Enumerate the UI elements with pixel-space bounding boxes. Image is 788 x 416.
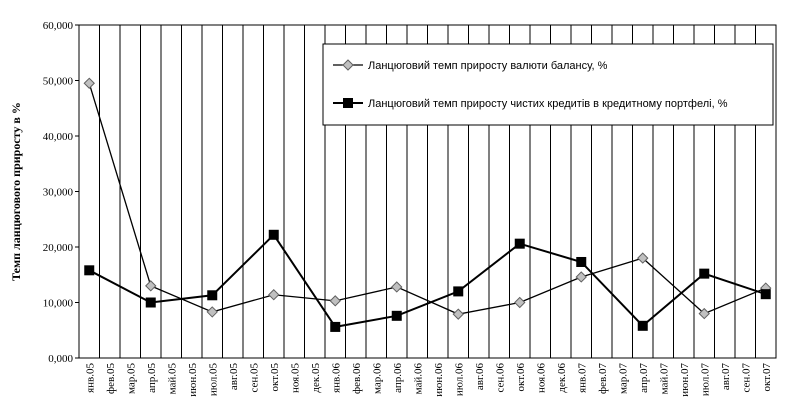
x-tick-label: окт.05 <box>269 363 281 392</box>
x-tick-label: сен.07 <box>740 363 752 393</box>
legend-label: Ланцюговий темп приросту валюти балансу,… <box>368 60 608 72</box>
y-tick-label: 50,000 <box>43 76 74 88</box>
data-point-diamond <box>206 306 218 318</box>
y-tick-label: 0,000 <box>48 353 73 365</box>
x-tick-label: июл.06 <box>453 363 465 397</box>
y-axis-label: Темп ланцюгового приросту в % <box>9 102 23 281</box>
x-tick-label: фев.05 <box>105 363 117 394</box>
data-point-diamond <box>452 308 464 320</box>
x-tick-label: июн.07 <box>679 363 691 397</box>
series-layer <box>83 77 772 332</box>
x-tick-label: июл.07 <box>699 363 711 397</box>
legend-marker-diamond <box>342 59 354 71</box>
legend-box <box>322 43 774 126</box>
y-tick-label: 40,000 <box>43 131 74 143</box>
data-point-square <box>145 297 156 308</box>
x-axis: янв.05 фев.05 мар.05 апр.05 май.05 июн.05 июл.… <box>84 363 773 397</box>
series-line-2 <box>88 233 767 329</box>
data-point-diamond <box>698 307 710 320</box>
x-tick-label: мар.07 <box>617 363 629 395</box>
y-tick-label: 60,000 <box>43 20 74 32</box>
x-tick-label: янв.06 <box>330 363 342 393</box>
x-tick-label: апр.07 <box>638 363 650 393</box>
data-point-diamond <box>575 271 587 283</box>
x-tick-label: ноя.06 <box>535 363 547 393</box>
data-point-square <box>207 290 218 301</box>
y-tick-label: 10,000 <box>43 298 74 310</box>
x-tick-label: июн.05 <box>187 363 199 397</box>
x-tick-label: окт.06 <box>515 363 527 392</box>
y-axis: 0,000 10,000 20,000 30,000 40,000 50,000 60,00… <box>43 20 79 365</box>
x-tick-label: июн.06 <box>433 363 445 397</box>
data-point-square <box>268 229 279 240</box>
legend: Ланцюговий темп приросту валюти балансу,… <box>322 43 774 126</box>
x-tick-label: дек.06 <box>556 363 568 393</box>
data-point-diamond <box>268 289 280 301</box>
data-point-diamond <box>514 296 526 309</box>
x-tick-label: окт.07 <box>761 363 773 392</box>
x-tick-label: апр.05 <box>146 363 158 393</box>
data-point-square <box>760 289 771 300</box>
y-tick-label: 30,000 <box>43 187 74 199</box>
data-point-square <box>576 256 587 267</box>
x-tick-label: янв.07 <box>576 363 588 393</box>
x-tick-label: авг.06 <box>474 363 486 391</box>
x-tick-label: июл.05 <box>207 363 219 397</box>
x-tick-label: дек.05 <box>310 363 322 393</box>
data-point-square <box>514 238 525 249</box>
data-point-square <box>391 310 402 321</box>
x-tick-label: май.05 <box>166 363 178 395</box>
x-tick-label: сен.06 <box>494 363 506 393</box>
data-point-diamond <box>329 295 341 307</box>
data-point-square <box>330 321 341 332</box>
x-tick-label: ноя.05 <box>289 363 301 393</box>
data-point-diamond <box>145 280 157 292</box>
data-point-square <box>84 265 95 276</box>
data-point-diamond <box>637 252 649 264</box>
data-point-diamond <box>83 77 95 89</box>
x-tick-label: авг.07 <box>720 363 732 391</box>
data-point-diamond <box>391 281 403 293</box>
x-tick-label: мар.05 <box>125 363 137 395</box>
data-point-square <box>637 320 648 331</box>
series-line-1 <box>88 83 766 315</box>
y-tick-label: 20,000 <box>43 242 74 254</box>
x-tick-label: май.06 <box>412 363 424 395</box>
legend-marker-square <box>343 98 353 108</box>
x-tick-label: май.07 <box>658 363 670 395</box>
data-point-square <box>699 268 710 279</box>
x-tick-label: сен.05 <box>248 363 260 393</box>
x-tick-label: янв.05 <box>84 363 96 393</box>
x-tick-label: апр.06 <box>392 363 404 393</box>
x-tick-label: фев.07 <box>597 363 609 394</box>
x-tick-label: мар.06 <box>371 363 383 395</box>
legend-label: Ланцюговий темп приросту чистих кредитів… <box>368 98 728 110</box>
x-tick-label: авг.05 <box>228 363 240 391</box>
x-tick-label: фев.06 <box>351 363 363 394</box>
data-point-square <box>453 286 464 297</box>
